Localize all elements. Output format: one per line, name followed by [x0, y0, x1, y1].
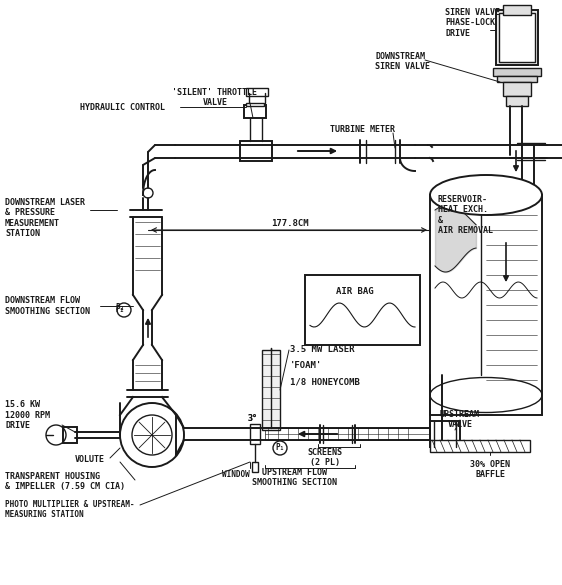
- Text: 3.5 MW LASER: 3.5 MW LASER: [290, 346, 355, 355]
- Text: PHOTO MULTIPLIER & UPSTREAM-
MEASURING STATION: PHOTO MULTIPLIER & UPSTREAM- MEASURING S…: [5, 500, 134, 519]
- Bar: [430, 195, 542, 415]
- Bar: [244, 105, 266, 118]
- Text: AIR BAG: AIR BAG: [336, 287, 374, 297]
- Bar: [250, 424, 260, 444]
- Text: 30% OPEN
BAFFLE: 30% OPEN BAFFLE: [470, 460, 510, 479]
- Bar: [262, 350, 280, 430]
- Bar: [430, 440, 530, 452]
- Bar: [496, 10, 538, 65]
- Text: TRANSPARENT HOUSING
& IMPELLER (7.59 CM CIA): TRANSPARENT HOUSING & IMPELLER (7.59 CM …: [5, 472, 125, 491]
- Bar: [63, 427, 77, 443]
- Bar: [503, 82, 531, 96]
- Bar: [246, 88, 268, 96]
- Text: 'FOAM': 'FOAM': [290, 360, 322, 370]
- Text: 177.8CM: 177.8CM: [271, 219, 309, 228]
- Text: DOWNSTREAM FLOW
SMOOTHING SECTION: DOWNSTREAM FLOW SMOOTHING SECTION: [5, 296, 90, 316]
- Text: 15.6 KW
12000 RPM
DRIVE: 15.6 KW 12000 RPM DRIVE: [5, 400, 50, 430]
- Text: UPSTREAM
VALVE: UPSTREAM VALVE: [440, 410, 480, 429]
- Bar: [493, 68, 541, 76]
- Bar: [252, 462, 258, 472]
- Bar: [305, 275, 420, 345]
- Text: 3°: 3°: [248, 414, 258, 423]
- Text: DOWNSTREAM
SIREN VALVE: DOWNSTREAM SIREN VALVE: [375, 52, 430, 71]
- Bar: [506, 96, 528, 106]
- Text: DOWNSTREAM LASER
& PRESSURE
MEASUREMENT
STATION: DOWNSTREAM LASER & PRESSURE MEASUREMENT …: [5, 198, 85, 238]
- Text: 1/8 HONEYCOMB: 1/8 HONEYCOMB: [290, 377, 360, 387]
- Text: VOLUTE: VOLUTE: [75, 455, 105, 464]
- Text: UPSTREAM FLOW
SMOOTHING SECTION: UPSTREAM FLOW SMOOTHING SECTION: [252, 468, 338, 487]
- Text: TURBINE METER: TURBINE METER: [330, 126, 395, 135]
- Text: P₁: P₁: [275, 443, 284, 453]
- Ellipse shape: [430, 175, 542, 215]
- Bar: [430, 421, 460, 447]
- Text: HYDRAULIC CONTROL: HYDRAULIC CONTROL: [80, 102, 165, 112]
- Bar: [240, 141, 272, 161]
- Bar: [265, 428, 430, 440]
- Bar: [497, 76, 537, 82]
- Text: WINDOW: WINDOW: [222, 470, 250, 479]
- Text: 3°: 3°: [248, 414, 258, 423]
- Text: RESERVOIR-
HEAT EXCH.
&
AIR REMOVAL: RESERVOIR- HEAT EXCH. & AIR REMOVAL: [438, 195, 493, 235]
- Text: P₂: P₂: [115, 302, 125, 311]
- Bar: [503, 5, 531, 15]
- Bar: [499, 13, 535, 62]
- Bar: [246, 103, 264, 106]
- Text: 'SILENT' THROTTLE
VALVE: 'SILENT' THROTTLE VALVE: [173, 88, 257, 108]
- Text: SIREN VALVE
PHASE-LOCK
DRIVE: SIREN VALVE PHASE-LOCK DRIVE: [445, 8, 500, 38]
- Text: P₂: P₂: [115, 305, 125, 315]
- Text: SCREENS
(2 PL): SCREENS (2 PL): [307, 448, 342, 467]
